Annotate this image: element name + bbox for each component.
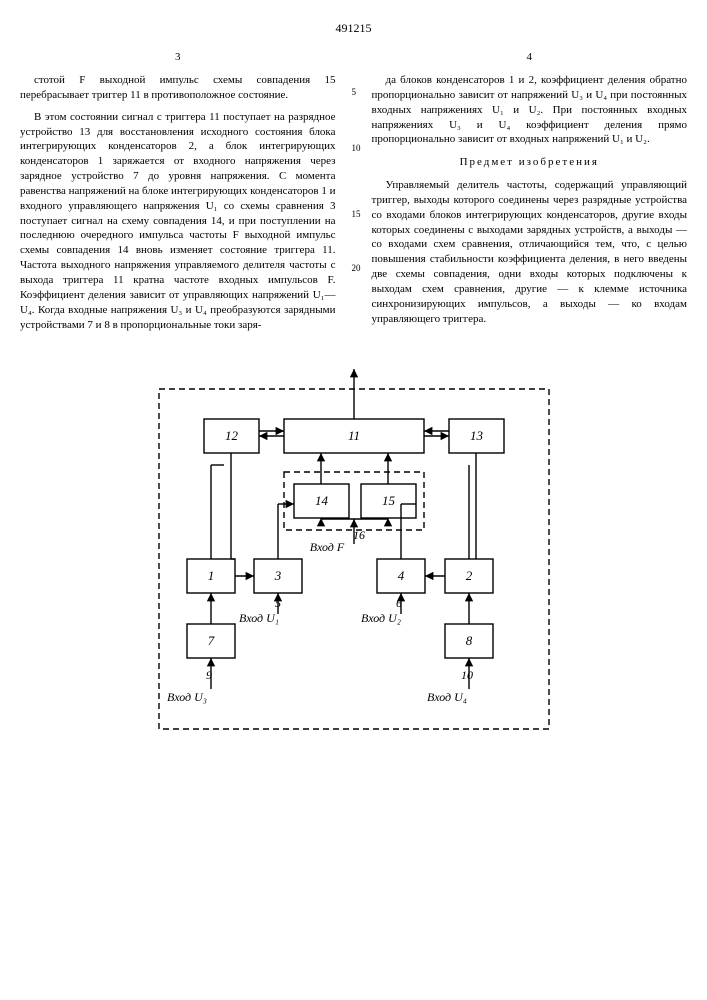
svg-text:4: 4 xyxy=(397,568,404,583)
right-p1: да блоков конденсаторов 1 и 2, коэффицие… xyxy=(372,73,688,147)
left-column: 3 стотой F выходной импульс схемы совпад… xyxy=(20,50,336,339)
ln5: 5 xyxy=(352,86,357,98)
ln20: 20 xyxy=(352,262,361,274)
svg-text:5: 5 xyxy=(275,596,281,610)
svg-text:9: 9 xyxy=(206,668,212,682)
section-title: Предмет изобретения xyxy=(372,155,688,170)
svg-text:Вход U₂: Вход U₂ xyxy=(361,611,401,625)
svg-text:2: 2 xyxy=(465,568,472,583)
ln10: 10 xyxy=(352,142,361,154)
svg-text:11: 11 xyxy=(347,428,359,443)
patent-number: 491215 xyxy=(20,20,687,36)
svg-text:10: 10 xyxy=(461,668,473,682)
svg-text:15: 15 xyxy=(382,493,396,508)
svg-text:3: 3 xyxy=(273,568,281,583)
left-p2: В этом состоянии сигнал с триггера 11 по… xyxy=(20,110,336,333)
svg-text:13: 13 xyxy=(470,428,484,443)
block-diagram: 1112131415134278165Вход U₁6Вход U₂Вход F… xyxy=(129,359,579,779)
col-num-right: 4 xyxy=(372,50,688,65)
svg-text:12: 12 xyxy=(225,428,239,443)
svg-text:Вход F: Вход F xyxy=(309,540,344,554)
left-p1: стотой F выходной импульс схемы совпаден… xyxy=(20,73,336,103)
svg-text:1: 1 xyxy=(207,568,214,583)
right-p2: Управляемый делитель частоты, содержащий… xyxy=(372,178,688,326)
svg-text:Вход U₃: Вход U₃ xyxy=(167,690,207,704)
right-column: 4 да блоков конденсаторов 1 и 2, коэффиц… xyxy=(358,50,688,339)
svg-text:16: 16 xyxy=(353,528,365,542)
svg-text:6: 6 xyxy=(396,596,402,610)
text-columns: 3 стотой F выходной импульс схемы совпад… xyxy=(20,50,687,339)
svg-text:Вход U₁: Вход U₁ xyxy=(239,611,279,625)
ln15: 15 xyxy=(352,208,361,220)
svg-text:7: 7 xyxy=(207,633,214,648)
svg-text:14: 14 xyxy=(315,493,329,508)
col-num-left: 3 xyxy=(20,50,336,65)
svg-text:Вход U₄: Вход U₄ xyxy=(427,690,467,704)
svg-text:8: 8 xyxy=(465,633,472,648)
